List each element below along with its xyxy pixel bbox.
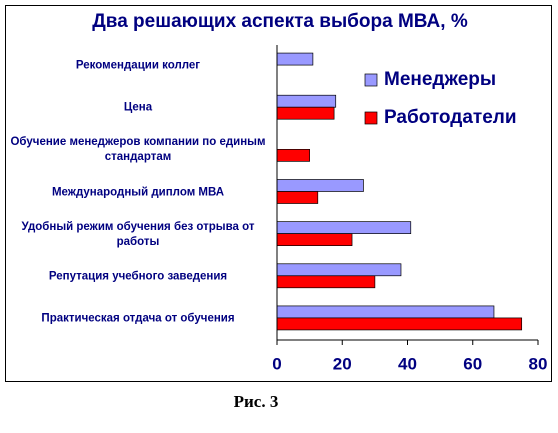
- bar: [276, 233, 353, 246]
- y-tick-label: Обучение менеджеров компании по единым с…: [10, 136, 266, 164]
- x-tick-label: 0: [272, 354, 281, 373]
- bar: [276, 179, 364, 192]
- bar: [276, 52, 314, 66]
- bar: [276, 317, 523, 331]
- x-tick-label: 60: [463, 354, 482, 373]
- x-tick-label: 80: [529, 354, 548, 373]
- y-tick-label: Удобный режим обучения без отрыва от раб…: [21, 220, 255, 248]
- legend-label: Менеджеры: [384, 69, 496, 90]
- bar: [276, 275, 376, 289]
- x-tick-label: 20: [333, 354, 352, 373]
- y-tick-label: Практическая отдача от обучения: [41, 312, 235, 325]
- legend-label: Работодатели: [384, 107, 517, 128]
- chart-title: Два решающих аспекта выбора МВА, %: [92, 11, 468, 32]
- bar: [276, 263, 402, 277]
- legend-swatch: [364, 73, 378, 87]
- y-tick-label: Репутация учебного заведения: [48, 270, 228, 283]
- legend-swatch: [364, 111, 378, 125]
- bar: [276, 94, 337, 108]
- y-tick-label: Рекомендации коллег: [75, 59, 201, 72]
- bar: [276, 191, 319, 204]
- bar: [276, 149, 310, 162]
- caption: Рис. 3: [233, 392, 279, 411]
- y-tick-label: Международный диплом МВА: [51, 186, 225, 198]
- bar: [276, 106, 335, 120]
- bar: [276, 221, 412, 234]
- y-tick-label: Цена: [123, 101, 153, 114]
- x-tick-label: 40: [398, 354, 417, 373]
- bar: [276, 305, 495, 319]
